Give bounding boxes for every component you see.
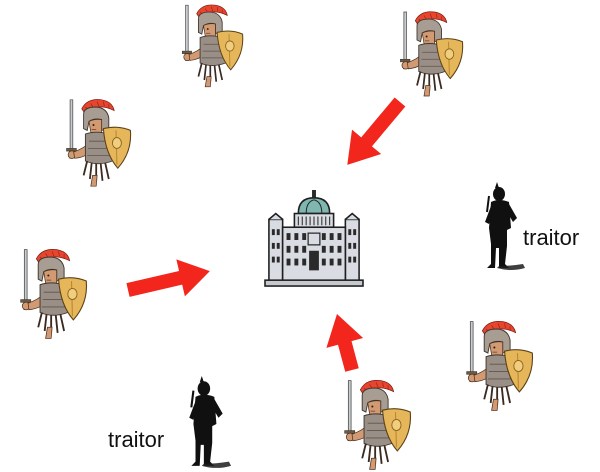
general-upper-left bbox=[65, 98, 132, 188]
capitol-building bbox=[264, 190, 364, 287]
arrow-from-left bbox=[126, 259, 210, 297]
general-right bbox=[465, 320, 534, 412]
traitor-label-bottom: traitor bbox=[108, 427, 165, 452]
general-bottom-center bbox=[343, 379, 412, 471]
general-left bbox=[19, 248, 88, 340]
general-top-right bbox=[399, 10, 464, 97]
general-top-center bbox=[181, 4, 244, 88]
arrow-from-top-right bbox=[347, 97, 406, 165]
traitor-label-right: traitor bbox=[523, 225, 580, 250]
arrow-from-bottom bbox=[326, 313, 364, 372]
traitor-right-figure bbox=[483, 182, 527, 272]
traitor-bottom-left-figure bbox=[188, 376, 233, 469]
